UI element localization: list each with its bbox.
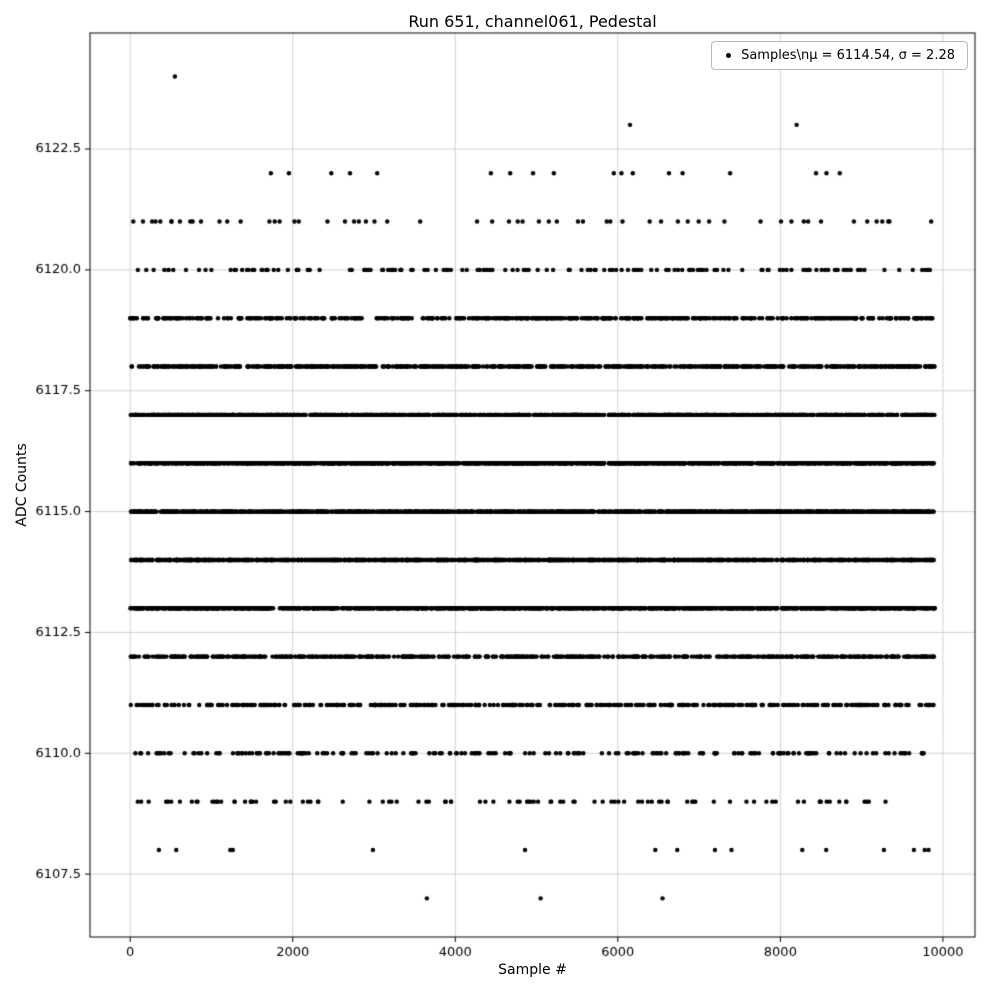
legend: Samples\nμ = 6114.54, σ = 2.28: [711, 41, 968, 70]
legend-label: Samples\nμ = 6114.54, σ = 2.28: [741, 48, 955, 63]
legend-marker-icon: [726, 53, 732, 58]
x-axis-label: Sample #: [498, 962, 567, 978]
y-axis-label: ADC Counts: [14, 443, 30, 527]
chart-title: Run 651, channel061, Pedestal: [408, 12, 657, 31]
